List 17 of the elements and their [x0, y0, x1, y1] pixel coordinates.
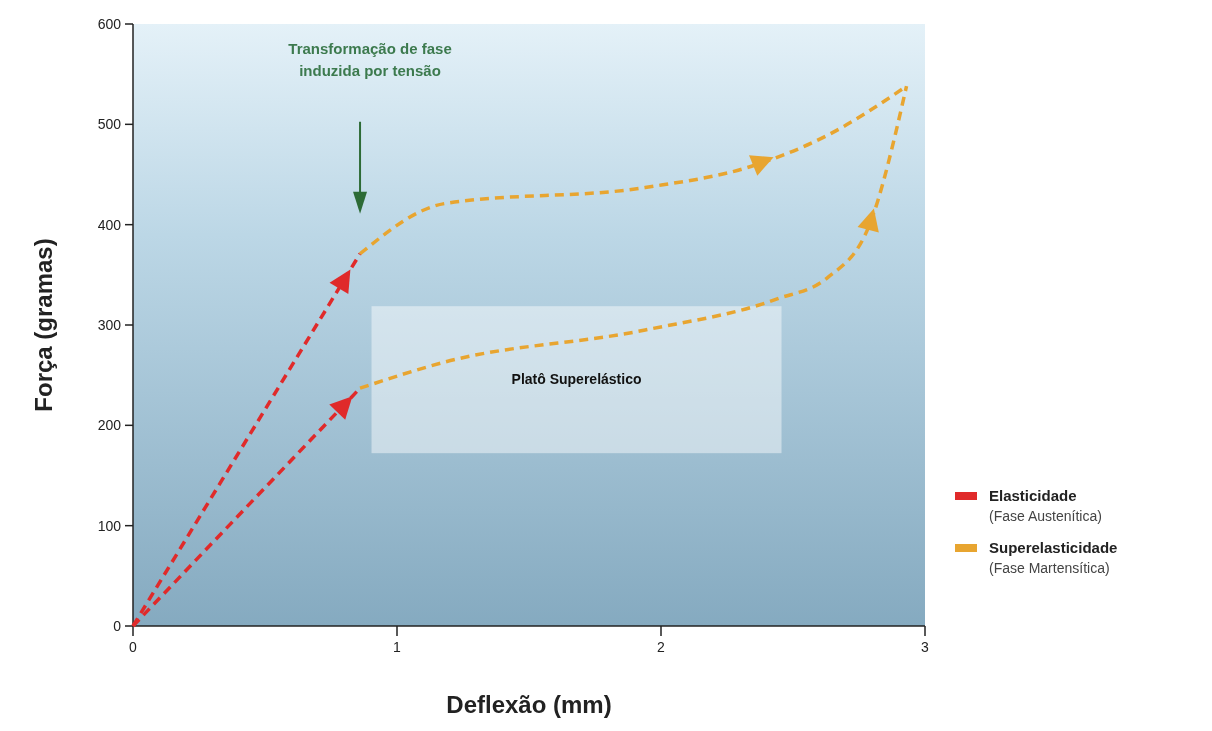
x-tick-label: 2: [657, 639, 666, 655]
x-axis-title: Deflexão (mm): [446, 691, 612, 718]
legend-label: Elasticidade (Fase Austenítica): [989, 487, 1102, 524]
x-tick-label: 0: [129, 639, 138, 655]
y-tick-label: 300: [97, 316, 122, 333]
y-tick-label: 500: [97, 116, 122, 133]
legend-label: Superelasticidade (Fase Martensítica): [989, 539, 1118, 576]
y-tick-label: 600: [97, 15, 122, 32]
x-tick-label: 3: [921, 639, 930, 655]
y-tick-label: 200: [97, 417, 122, 434]
annotation: Transformação de fase induzida por tensão: [288, 39, 452, 79]
x-tick-label: 1: [393, 639, 402, 655]
annotation: Platô Superelástico: [511, 371, 642, 388]
y-axis-title: Força (gramas): [30, 238, 57, 412]
y-tick-label: 400: [97, 216, 122, 233]
y-tick-label: 0: [113, 617, 122, 634]
y-tick-label: 100: [97, 517, 122, 534]
